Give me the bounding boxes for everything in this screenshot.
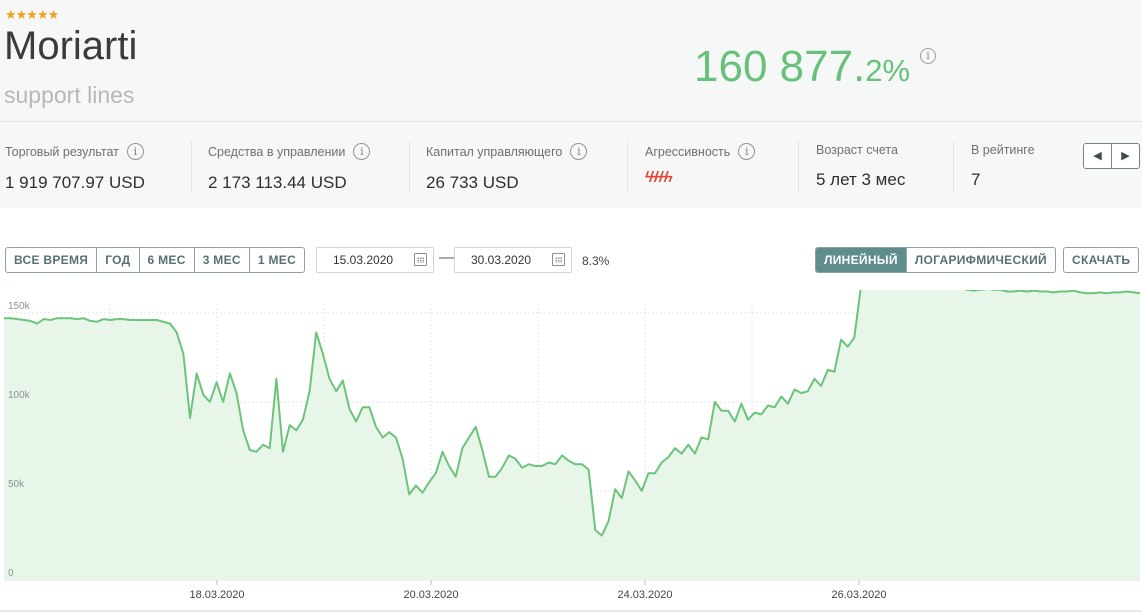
calendar-icon[interactable]: [414, 253, 427, 266]
x-tick-label: 18.03.2020: [189, 589, 244, 601]
stat-separator: [627, 142, 628, 192]
x-axis-ticks: 18.03.2020 20.03.2020 24.03.2020 26.03.2020: [189, 580, 887, 601]
stat-label: Средства в управлении: [208, 144, 346, 159]
profit-integer: 160 877.: [694, 42, 866, 91]
chart-bottom-border: [0, 610, 1142, 612]
stat-separator: [409, 142, 410, 192]
range-button-year[interactable]: ГОД: [97, 248, 140, 272]
account-subtitle: support lines: [4, 82, 135, 108]
range-button-all-time[interactable]: ВСЕ ВРЕМЯ: [6, 248, 98, 272]
lightning-bolts-icon: ϟϟϟϟϟ: [645, 169, 673, 186]
date-from-value: 15.03.2020: [333, 253, 394, 267]
stat-label: В рейтинге: [971, 143, 1035, 157]
date-to-value: 30.03.2020: [471, 253, 532, 267]
date-range-separator: —: [439, 249, 454, 266]
stat-separator: [953, 142, 954, 192]
download-button[interactable]: СКАЧАТЬ: [1063, 247, 1140, 273]
info-icon[interactable]: i: [353, 143, 371, 160]
range-button-6-months[interactable]: 6 МЕС: [140, 248, 195, 272]
equity-chart: 150k 100k 50k 0 18.03.2020 20.03.2020 24.03.2…: [4, 290, 1141, 601]
info-icon[interactable]: i: [570, 143, 588, 160]
total-profit: 160 877.2%: [694, 42, 910, 92]
stat-value: 7: [971, 170, 981, 189]
info-icon[interactable]: i: [126, 143, 144, 160]
date-to-input[interactable]: 30.03.2020: [454, 247, 572, 273]
x-tick-label: 26.03.2020: [831, 589, 886, 601]
range-button-3-months[interactable]: 3 МЕС: [195, 248, 250, 272]
stat-separator: [798, 142, 799, 192]
prev-arrow-icon[interactable]: ◀: [1084, 144, 1112, 168]
info-icon[interactable]: i: [738, 143, 756, 160]
stat-value: 26 733 USD: [426, 173, 519, 192]
period-change: 8.3%: [582, 254, 610, 268]
profit-info-icon[interactable]: i: [920, 48, 936, 64]
stat-label: Капитал управляющего: [426, 144, 563, 159]
stat-value: 1 919 707.97 USD: [5, 173, 145, 192]
y-tick-label: 100k: [8, 390, 31, 401]
next-arrow-icon[interactable]: ▶: [1121, 150, 1130, 162]
stat-label: Возраст счета: [816, 143, 898, 157]
rating-stars-icon: ★★★★★: [5, 7, 59, 22]
scale-button-logarithmic[interactable]: ЛОГАРИФМИЧЕСКИЙ: [914, 253, 1047, 267]
stat-funds-under-management: Средства в управлении i 2 173 113.44 USD: [208, 143, 371, 193]
stat-manager-capital: Капитал управляющего i 26 733 USD: [426, 143, 588, 193]
account-name: Moriarti: [4, 24, 138, 68]
stat-value: 5 лет 3 мес: [816, 170, 906, 189]
y-axis-ticks: 150k 100k 50k 0: [8, 301, 31, 579]
header-divider: [0, 121, 1142, 122]
stat-rating: В рейтинге 7: [971, 143, 1035, 193]
range-button-group: ВСЕ ВРЕМЯ ГОД 6 МЕС 3 МЕС 1 МЕС: [5, 247, 306, 273]
range-button-1-month[interactable]: 1 МЕС: [257, 253, 297, 267]
x-tick-label: 20.03.2020: [403, 589, 458, 601]
y-tick-label: 50k: [8, 479, 25, 490]
y-tick-label: 150k: [8, 301, 31, 312]
stat-label: Агрессивность: [645, 144, 731, 159]
scale-button-linear[interactable]: ЛИНЕЙНЫЙ: [816, 248, 907, 272]
profit-decimal: 2%: [865, 53, 911, 88]
equity-area: [4, 290, 1140, 580]
account-header: ★★★★★ Moriarti support lines 160 877.2% …: [0, 0, 1142, 208]
stat-trading-result: Торговый результат i 1 919 707.97 USD: [5, 143, 145, 193]
stat-separator: [191, 142, 192, 192]
stat-aggressiveness: Агрессивность i ϟϟϟϟϟ: [645, 143, 756, 193]
scale-button-group: ЛИНЕЙНЫЙ ЛОГАРИФМИЧЕСКИЙ: [815, 247, 1056, 273]
stat-account-age: Возраст счета 5 лет 3 мес: [816, 143, 905, 193]
x-tick-label: 24.03.2020: [617, 589, 672, 601]
y-tick-label: 0: [8, 568, 14, 579]
stat-label: Торговый результат: [5, 144, 119, 159]
date-from-input[interactable]: 15.03.2020: [316, 247, 434, 273]
calendar-icon[interactable]: [552, 253, 565, 266]
stats-pager: ◀ ▶: [1083, 143, 1140, 169]
equity-line: [4, 290, 1141, 537]
stat-value: 2 173 113.44 USD: [208, 173, 347, 192]
